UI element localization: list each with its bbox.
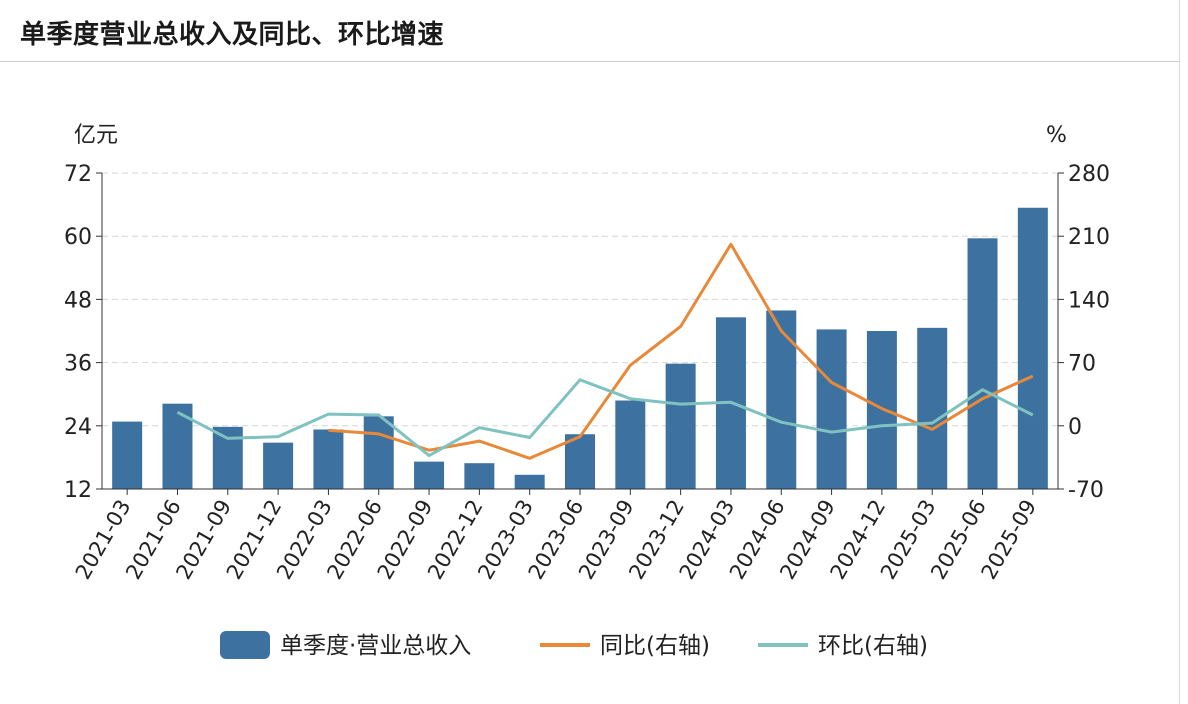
left-tick-label: 48 — [64, 288, 92, 313]
legend-label-qoq: 环比(右轴) — [818, 633, 928, 659]
right-tick-label: 140 — [1068, 288, 1110, 313]
revenue-bar — [917, 327, 948, 489]
page-title: 单季度营业总收入及同比、环比增速 — [20, 20, 445, 50]
revenue-bar — [313, 429, 344, 489]
legend: 单季度·营业总收入 同比(右轴) 环比(右轴) — [220, 631, 928, 659]
left-tick-label: 24 — [64, 415, 92, 440]
revenue-bar — [565, 434, 595, 489]
right-tick-label: 0 — [1068, 415, 1082, 440]
panel-header: 单季度营业总收入及同比、环比增速 — [0, 0, 1180, 62]
left-axis-unit: 亿元 — [74, 123, 118, 148]
revenue-bar — [464, 463, 495, 489]
revenue-bar — [615, 400, 646, 489]
right-tick-label: -70 — [1068, 478, 1104, 503]
revenue-bar — [263, 442, 294, 489]
revenue-bar — [665, 363, 696, 489]
revenue-bar — [514, 474, 545, 489]
right-tick-label: 280 — [1068, 162, 1110, 187]
revenue-bar — [766, 310, 797, 489]
revenue-bar — [363, 416, 394, 489]
revenue-bar — [414, 461, 445, 489]
left-tick-label: 60 — [64, 225, 92, 250]
bar-series — [112, 207, 1048, 489]
legend-label-bar: 单季度·营业总收入 — [280, 633, 471, 659]
left-tick-label: 12 — [64, 478, 92, 503]
right-tick-label: 210 — [1068, 225, 1110, 250]
legend-swatch-bar — [220, 631, 270, 659]
axes — [96, 172, 1064, 495]
right-tick-label: 70 — [1068, 352, 1096, 377]
grid-lines — [102, 172, 1058, 427]
revenue-bar — [816, 329, 847, 489]
line-series — [176, 242, 1034, 460]
revenue-bar — [112, 421, 143, 489]
right-axis-unit: % — [1046, 123, 1067, 148]
revenue-bar — [1017, 207, 1048, 489]
revenue-bar — [967, 238, 998, 489]
revenue-bar — [212, 426, 243, 489]
legend-label-yoy: 同比(右轴) — [600, 633, 710, 659]
left-tick-label: 72 — [64, 162, 92, 187]
qoq-line — [176, 378, 1034, 458]
left-tick-label: 36 — [64, 352, 92, 377]
